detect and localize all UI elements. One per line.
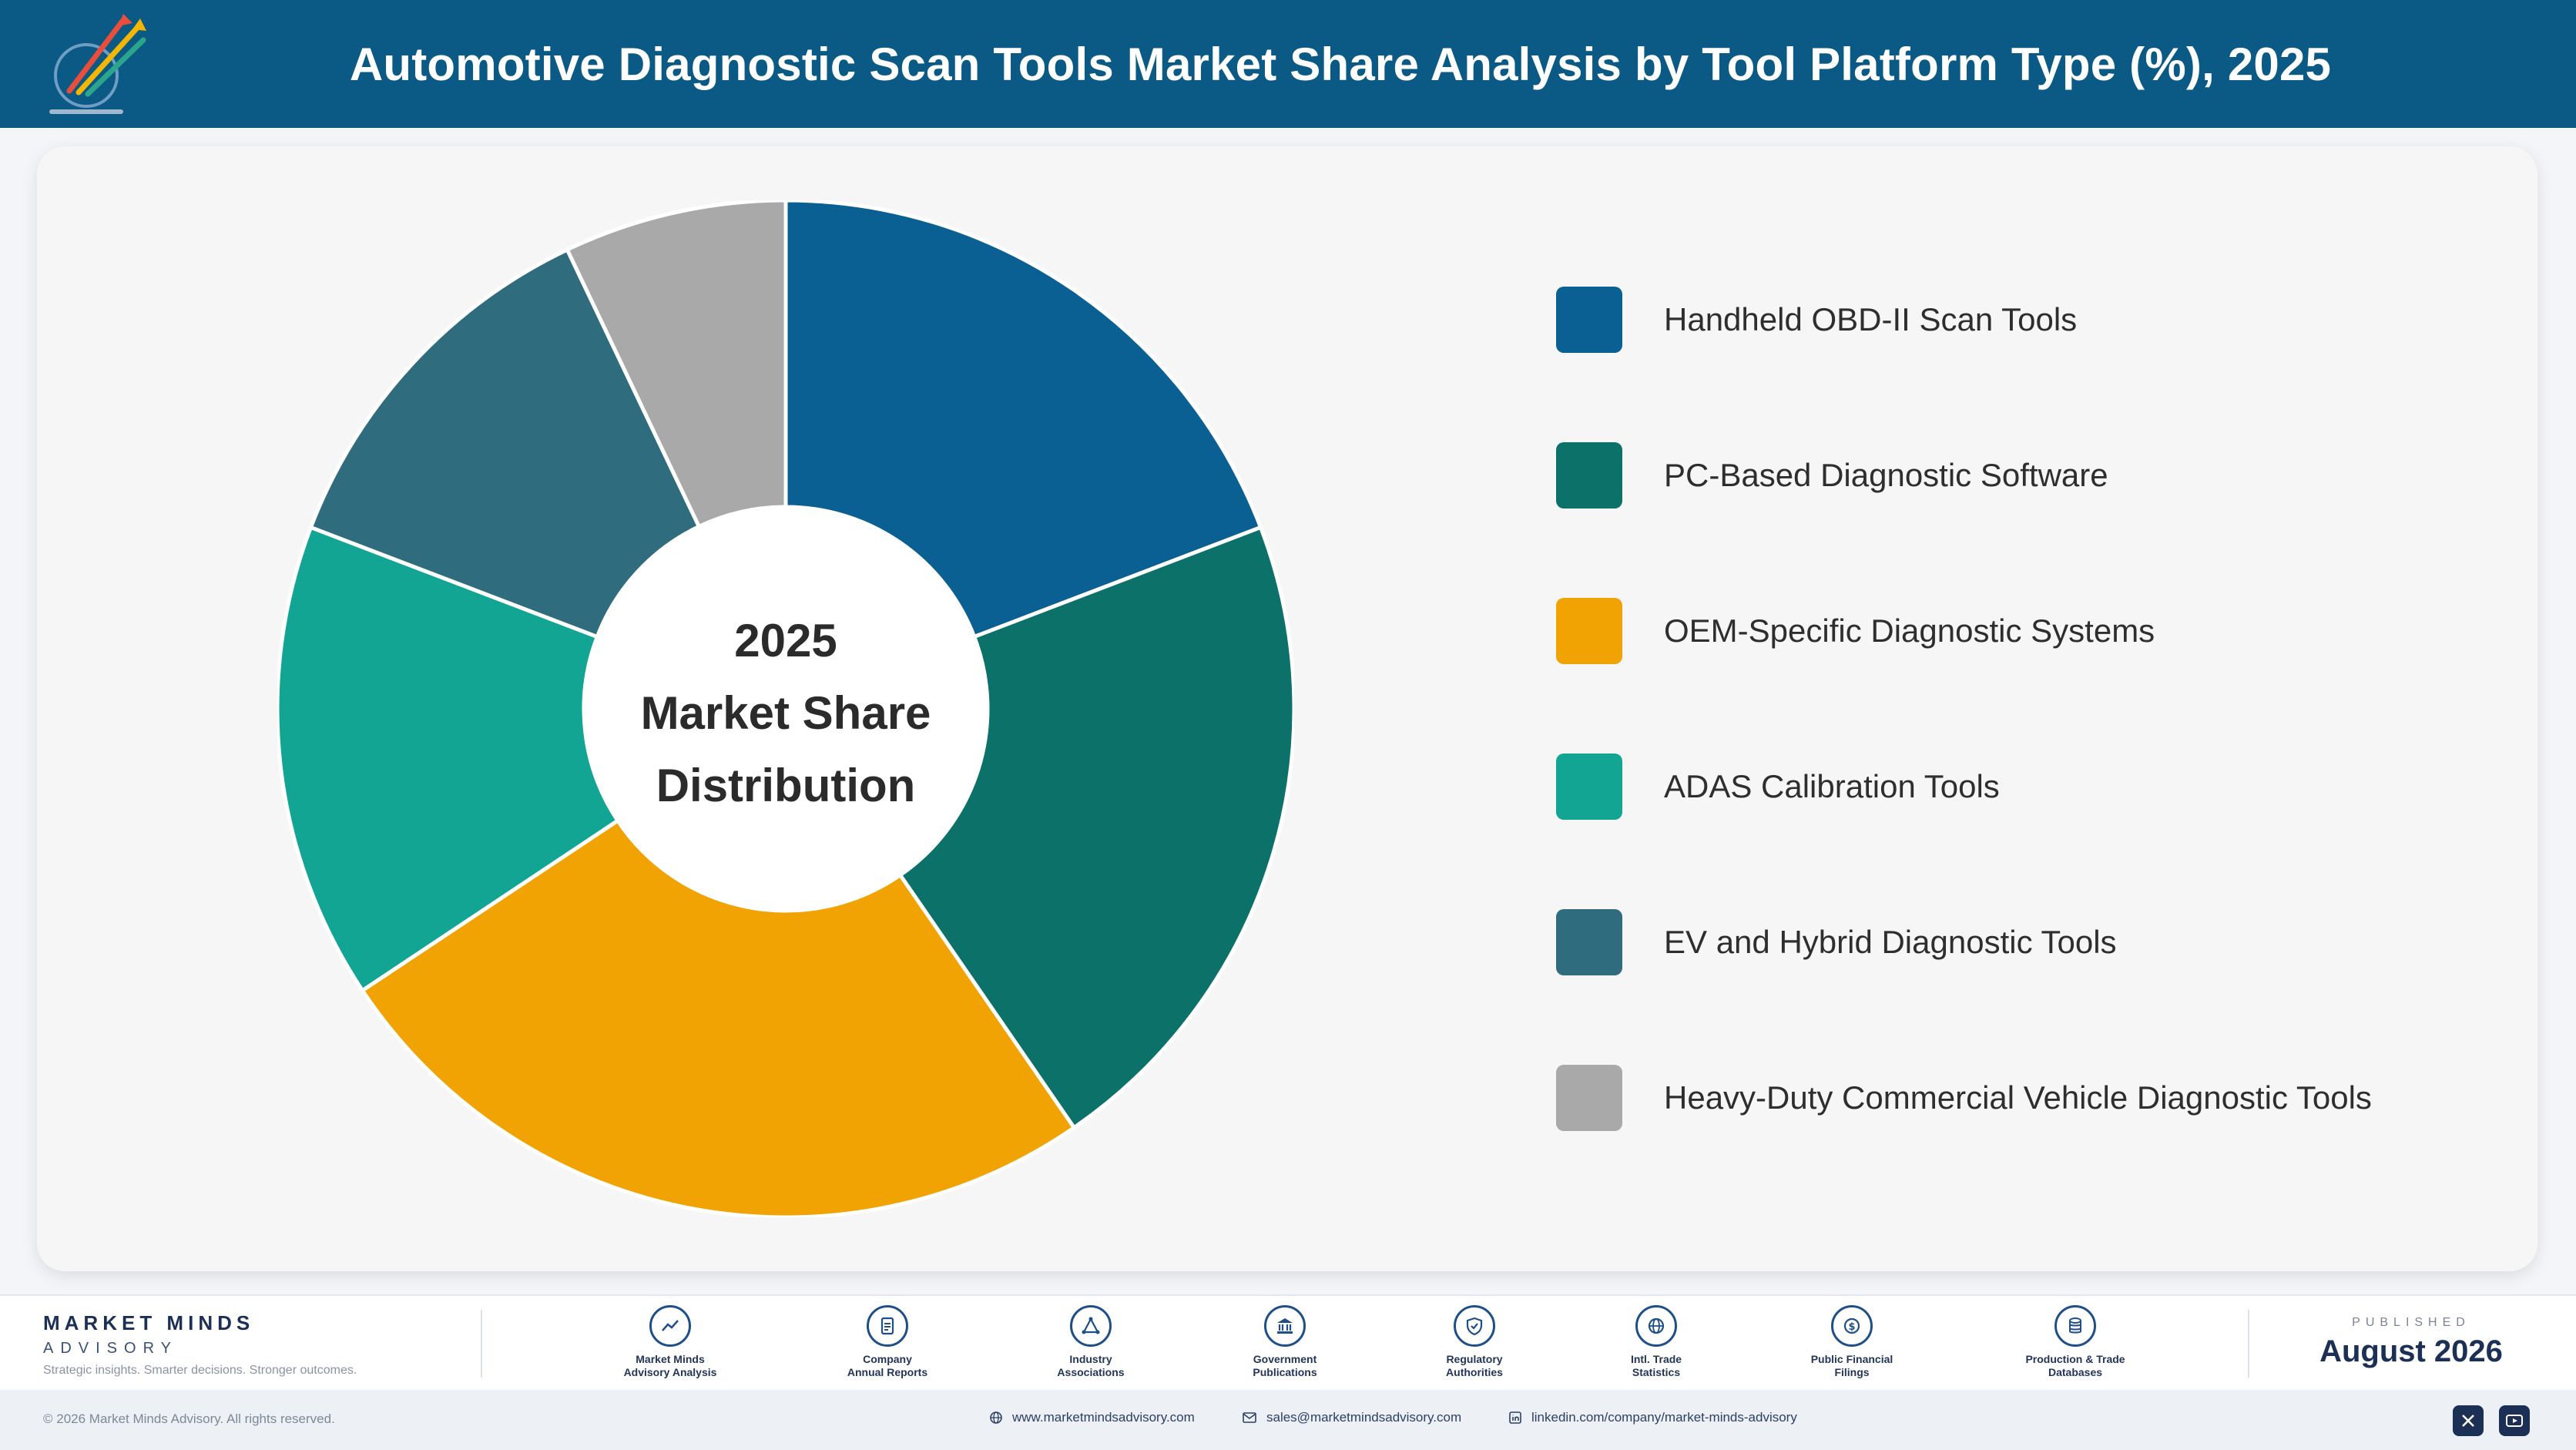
header-bar: Automotive Diagnostic Scan Tools Market … [0, 0, 2576, 128]
donut-chart [277, 200, 1294, 1217]
source-trade-statistics: Intl. Trade Statistics [1579, 1305, 1733, 1379]
legend-label: OEM-Specific Diagnostic Systems [1664, 613, 2155, 649]
linkedin-link[interactable]: linkedin.com/company/market-minds-adviso… [1508, 1410, 1797, 1425]
published-date: August 2026 [2319, 1334, 2503, 1368]
legend-label: EV and Hybrid Diagnostic Tools [1664, 924, 2117, 960]
brand-name: MARKET MINDS [43, 1311, 255, 1334]
website-text: www.marketmindsadvisory.com [1012, 1410, 1195, 1425]
source-label: Production & Trade Databases [2025, 1353, 2125, 1378]
youtube-social-button[interactable] [2499, 1405, 2530, 1436]
document-icon [867, 1305, 908, 1347]
linkedin-icon [1509, 1411, 1521, 1424]
x-social-button[interactable] [2453, 1405, 2484, 1436]
legend-swatch [1556, 287, 1622, 353]
legend-item: OEM-Specific Diagnostic Systems [1556, 598, 2372, 664]
copyright: © 2026 Market Minds Advisory. All rights… [43, 1411, 335, 1426]
source-trade-databases: Production & Trade Databases [1998, 1305, 2152, 1379]
legend-item: PC-Based Diagnostic Software [1556, 442, 2372, 509]
legend-item: Handheld OBD-II Scan Tools [1556, 287, 2372, 353]
source-financial-filings: $ Public Financial Filings [1775, 1305, 1929, 1379]
legend-item: ADAS Calibration Tools [1556, 754, 2372, 820]
legend-swatch [1556, 598, 1622, 664]
donut-center-label: 2025 Market Share Distribution [593, 605, 978, 822]
svg-text:$: $ [1848, 1321, 1855, 1333]
source-label: Intl. Trade Statistics [1630, 1353, 1682, 1378]
legend-label: Handheld OBD-II Scan Tools [1664, 301, 2078, 337]
mail-icon [1243, 1412, 1256, 1423]
source-label: Company Annual Reports [847, 1353, 928, 1378]
legend-swatch [1556, 442, 1622, 509]
market-minds-logo-icon [49, 14, 146, 114]
database-icon [2054, 1305, 2096, 1347]
dollar-coin-icon: $ [1831, 1305, 1873, 1347]
globe-icon [1635, 1305, 1677, 1347]
donut-hole [584, 507, 988, 911]
divider [481, 1310, 482, 1378]
footer: MARKET MINDS ADVISORY Strategic insights… [0, 1294, 2576, 1390]
legend-label: ADAS Calibration Tools [1664, 768, 2000, 804]
trend-chart-icon [649, 1305, 691, 1347]
legend-label: Heavy-Duty Commercial Vehicle Diagnostic… [1664, 1079, 2372, 1116]
published-block: PUBLISHED August 2026 [2280, 1316, 2542, 1369]
legend-swatch [1556, 1065, 1622, 1131]
source-government: Government Publications [1208, 1305, 1362, 1379]
legend-swatch [1556, 909, 1622, 975]
divider [2248, 1310, 2249, 1378]
email-text: sales@marketmindsadvisory.com [1266, 1410, 1462, 1425]
network-icon [1070, 1305, 1112, 1347]
source-label: Government Publications [1253, 1353, 1317, 1378]
source-label: Regulatory Authorities [1446, 1353, 1503, 1378]
youtube-icon [2506, 1415, 2523, 1427]
x-icon [2462, 1415, 2474, 1427]
published-label: PUBLISHED [2352, 1316, 2470, 1329]
website-link[interactable]: www.marketmindsadvisory.com [989, 1410, 1195, 1425]
source-industry-associations: Industry Associations [1014, 1305, 1168, 1379]
center-line-3: Distribution [656, 760, 916, 811]
page-title: Automotive Diagnostic Scan Tools Market … [349, 38, 2332, 90]
source-label: Industry Associations [1057, 1353, 1125, 1378]
source-market-minds: Market Minds Advisory Analysis [593, 1305, 747, 1379]
source-label: Market Minds Advisory Analysis [623, 1353, 717, 1378]
source-company-reports: Company Annual Reports [810, 1305, 964, 1379]
source-label: Public Financial Filings [1810, 1353, 1893, 1378]
center-year: 2025 [734, 615, 837, 666]
center-line-2: Market Share [640, 687, 931, 739]
bottom-bar: © 2026 Market Minds Advisory. All rights… [0, 1390, 2576, 1450]
legend-item: Heavy-Duty Commercial Vehicle Diagnostic… [1556, 1065, 2372, 1131]
shield-check-icon [1454, 1305, 1495, 1347]
source-regulatory: Regulatory Authorities [1397, 1305, 1551, 1379]
linkedin-text: linkedin.com/company/market-minds-adviso… [1531, 1410, 1797, 1425]
legend-swatch [1556, 754, 1622, 820]
legend-label: PC-Based Diagnostic Software [1664, 457, 2108, 493]
brand-tagline: Strategic insights. Smarter decisions. S… [43, 1364, 357, 1377]
government-building-icon [1264, 1305, 1306, 1347]
brand-sub: ADVISORY [43, 1340, 178, 1357]
legend-item: EV and Hybrid Diagnostic Tools [1556, 909, 2372, 975]
email-link[interactable]: sales@marketmindsadvisory.com [1242, 1410, 1461, 1425]
chart-legend: Handheld OBD-II Scan Tools PC-Based Diag… [1556, 287, 2372, 1220]
footer-brand: MARKET MINDS ADVISORY Strategic insights… [43, 1311, 357, 1378]
globe-icon [990, 1411, 1002, 1424]
